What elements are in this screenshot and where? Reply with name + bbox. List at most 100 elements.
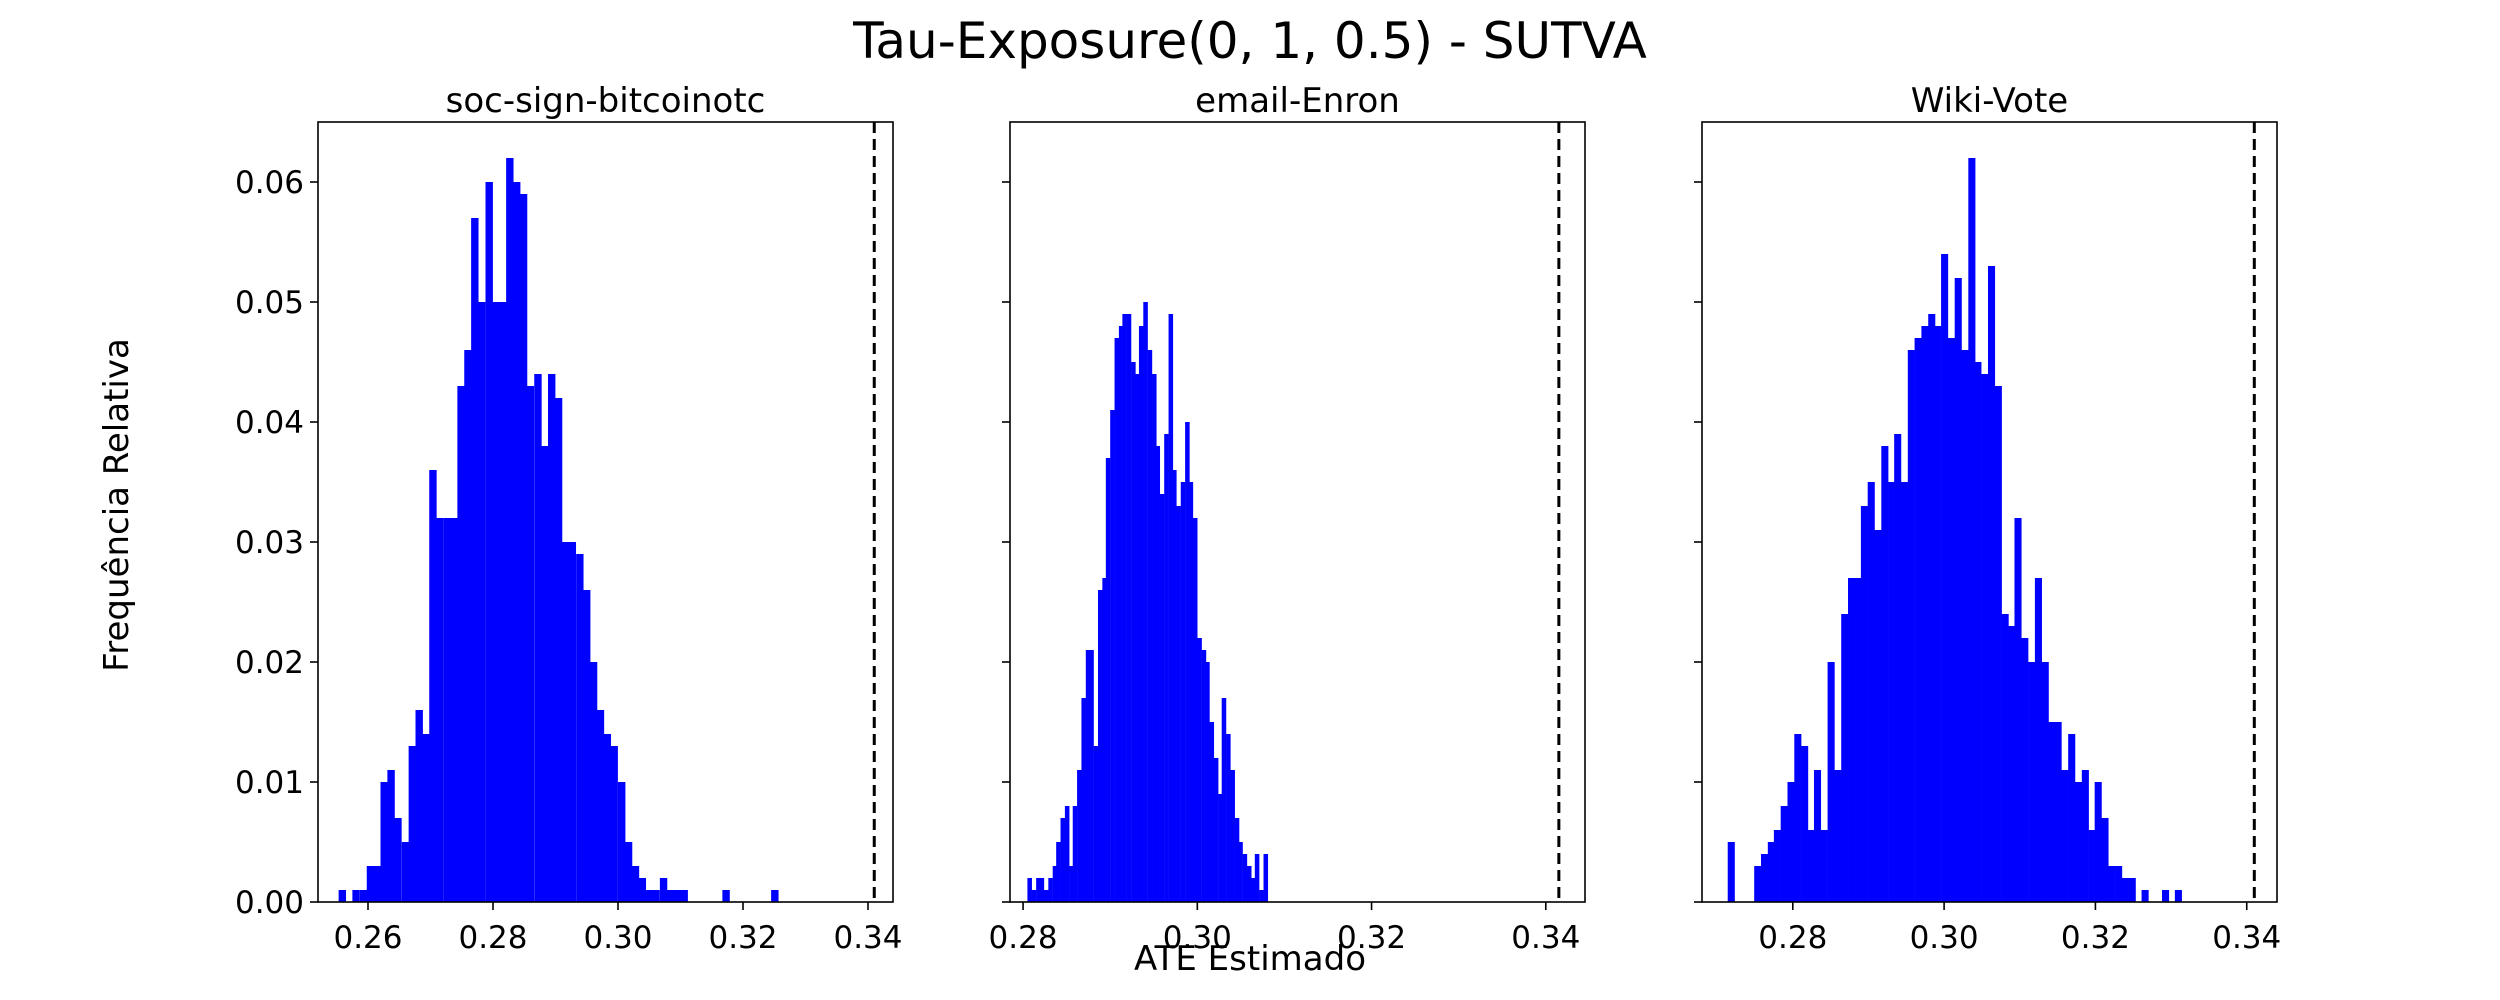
y-tick-label: 0.03	[235, 525, 304, 561]
histogram-bar	[1126, 314, 1132, 902]
histogram-bar	[645, 890, 653, 902]
histogram-bar	[366, 866, 375, 902]
histogram-bar	[680, 890, 688, 902]
histogram-bar	[499, 302, 507, 902]
histogram-bar	[1114, 338, 1120, 902]
histogram-bar	[1185, 422, 1190, 902]
figure-title: Tau-Exposure(0, 1, 0.5) - SUTVA	[852, 12, 1647, 70]
x-tick-label: 0.28	[1758, 920, 1827, 956]
histogram-bar	[1860, 506, 1868, 902]
histogram-bar	[457, 386, 465, 902]
histogram-bar	[589, 662, 598, 902]
histogram-bar	[1036, 878, 1041, 902]
histogram-bar	[2028, 662, 2036, 902]
histogram-bar	[464, 350, 472, 902]
histogram-bar	[1787, 782, 1795, 902]
histogram-bar	[1801, 746, 1809, 902]
histogram-bar	[1172, 470, 1177, 902]
histogram-bar	[1043, 890, 1049, 902]
histogram-bar	[1987, 266, 1996, 902]
histogram-bar	[1081, 698, 1086, 902]
histogram-bar	[1841, 614, 1849, 902]
histogram-bar	[1994, 386, 2002, 902]
x-tick-label: 0.28	[989, 920, 1058, 956]
histogram-bar	[652, 890, 660, 902]
histogram-bar	[1888, 482, 1896, 902]
histogram-bar	[485, 182, 493, 902]
histogram-bar	[1238, 842, 1243, 902]
histogram-bar	[1820, 830, 1828, 902]
panel-3: 0.28 0.30 0.32 0.34 Wiki-Vote	[1694, 81, 2281, 956]
x-tick-label: 0.34	[833, 920, 902, 956]
x-tick-label: 0.32	[708, 920, 777, 956]
histogram-bar	[576, 554, 584, 902]
histogram-bar	[1907, 350, 1915, 902]
histogram-bar	[492, 302, 500, 902]
histogram-bar	[2041, 662, 2049, 902]
histogram-bar	[1914, 338, 1922, 902]
histogram-bar	[1894, 434, 1902, 902]
histogram-bar	[534, 374, 542, 902]
histogram-bar	[624, 842, 633, 902]
histogram-bar	[1205, 662, 1210, 902]
histogram-bar	[1031, 890, 1037, 902]
x-tick-label: 0.30	[1163, 920, 1232, 956]
histogram-bar	[1941, 254, 1949, 902]
histogram-bar	[1263, 854, 1269, 902]
histogram-bar	[1089, 650, 1094, 902]
x-tick-label: 0.30	[1910, 920, 1979, 956]
histogram-bar	[1180, 482, 1186, 902]
histogram-bar	[1159, 494, 1165, 902]
histogram-bar	[1813, 770, 1822, 902]
histogram-bar	[2174, 890, 2182, 902]
histogram-bar	[722, 890, 730, 902]
histogram-bar	[1761, 854, 1769, 902]
histogram-bar	[1854, 578, 1862, 902]
x-tick-label: 0.26	[333, 920, 402, 956]
histogram-bar	[1961, 350, 1969, 902]
histogram-bar	[1767, 842, 1775, 902]
histogram-bar	[1807, 830, 1815, 902]
histogram-bar	[659, 878, 668, 902]
histogram-bar	[561, 542, 570, 902]
histogram-bar	[1027, 878, 1032, 902]
panel-2: 0.28 0.30 0.32 0.34 email-Enron	[989, 81, 1586, 956]
histogram-bar	[359, 890, 368, 902]
y-tick-label: 0.05	[235, 285, 304, 321]
histogram-bar	[1234, 818, 1240, 902]
histogram-bar	[1072, 806, 1078, 902]
histogram-bar	[471, 218, 479, 902]
axes-frame	[317, 121, 894, 903]
histogram-bar	[673, 890, 682, 902]
histogram-bar	[526, 386, 535, 902]
histogram-bars	[338, 158, 779, 902]
histogram-bar	[436, 518, 444, 902]
panel-title: email-Enron	[1195, 81, 1400, 121]
histogram-bar	[1900, 482, 1909, 902]
histogram-bar	[2074, 782, 2083, 902]
histogram-bar	[1060, 818, 1066, 902]
histogram-bar	[1085, 650, 1091, 902]
histogram-bar	[541, 446, 549, 902]
x-tick-label: 0.28	[458, 920, 527, 956]
histogram-bar	[1110, 410, 1115, 902]
histogram-bar	[1164, 434, 1169, 902]
histogram-bar	[1794, 734, 1802, 902]
histogram-bar	[2021, 638, 2029, 902]
histogram-bar	[1874, 530, 1882, 902]
histogram-bar	[387, 770, 395, 902]
histogram-bar	[506, 158, 514, 902]
histogram-bar	[1069, 866, 1074, 902]
histogram-bars	[1727, 158, 2182, 902]
histogram-bar	[548, 374, 556, 902]
histogram-bar	[1147, 350, 1153, 902]
histogram-bar	[1974, 362, 1982, 902]
histogram-bar	[2101, 818, 2109, 902]
histogram-bar	[394, 818, 402, 902]
histogram-bar	[603, 734, 612, 902]
histogram-bar	[1056, 842, 1061, 902]
histogram-bar	[415, 710, 423, 902]
histogram-bar	[1122, 314, 1127, 902]
histogram-bar	[1259, 890, 1264, 902]
